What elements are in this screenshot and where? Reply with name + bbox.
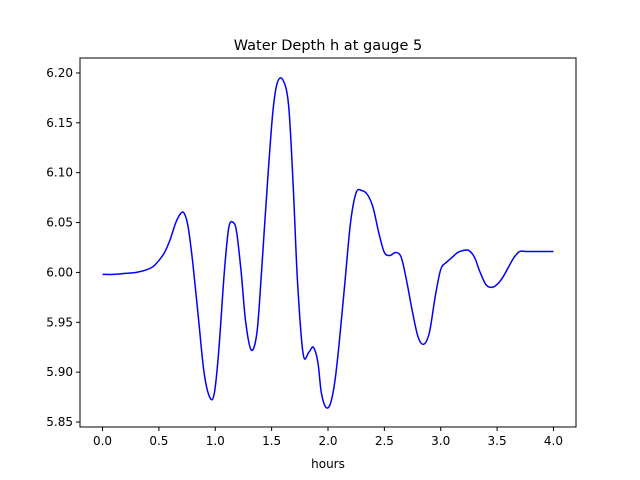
y-tick-label: 6.05 — [46, 216, 73, 230]
y-tick-label: 5.95 — [46, 315, 73, 329]
series-line — [102, 77, 554, 409]
y-axis-ticks: 5.85 5.90 5.95 6.00 6.05 6.10 6.15 6.20 — [46, 66, 80, 429]
x-tick-label: 2.0 — [318, 434, 337, 448]
axes-frame — [79, 57, 577, 428]
x-tick-label: 0.5 — [149, 434, 168, 448]
x-tick-label: 2.5 — [375, 434, 394, 448]
y-tick-label: 6.20 — [46, 66, 73, 80]
x-tick-label: 1.0 — [206, 434, 225, 448]
x-axis-label: hours — [311, 457, 345, 471]
x-tick-label: 1.5 — [262, 434, 281, 448]
chart-title: Water Depth h at gauge 5 — [234, 38, 422, 54]
x-tick-label: 4.0 — [544, 434, 563, 448]
y-tick-label: 5.85 — [46, 415, 73, 429]
x-tick-label: 3.0 — [431, 434, 450, 448]
y-tick-label: 5.90 — [46, 365, 73, 379]
x-axis-ticks: 0.0 0.5 1.0 1.5 2.0 2.5 3.0 3.5 4.0 — [93, 427, 563, 448]
x-tick-label: 3.5 — [488, 434, 507, 448]
x-tick-label: 0.0 — [93, 434, 112, 448]
y-tick-label: 6.10 — [46, 166, 73, 180]
y-tick-label: 6.15 — [46, 116, 73, 130]
y-tick-label: 6.00 — [46, 265, 73, 279]
